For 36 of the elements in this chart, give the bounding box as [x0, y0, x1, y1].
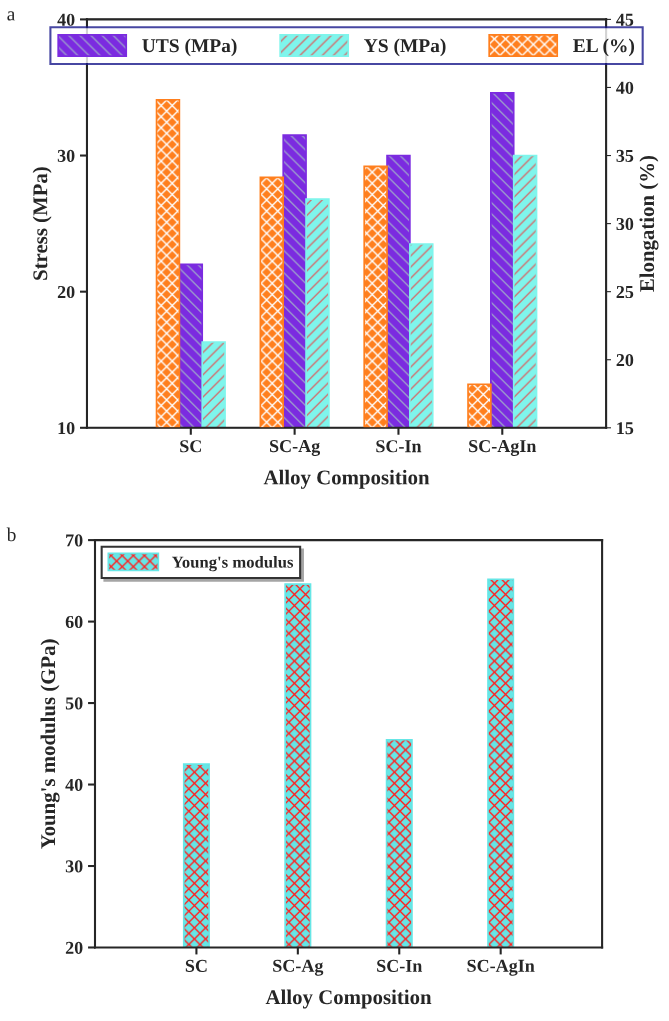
- x-tick-label: SC: [185, 959, 207, 972]
- y-tick-label: 60: [65, 615, 83, 629]
- y-axis-title: Stress (MPa): [32, 167, 52, 280]
- y2-tick-label: 30: [616, 217, 634, 231]
- y2-tick-label: 20: [616, 353, 634, 367]
- x-axis-title: Alloy Composition: [263, 469, 430, 489]
- x-tick-label: SC-AgIn: [469, 440, 537, 456]
- y2-axis-title: Elongation (%): [639, 155, 659, 292]
- text: a: [7, 11, 16, 21]
- y-tick-label: 20: [65, 941, 83, 954]
- y-tick-label: 70: [66, 534, 83, 547]
- x-tick-label: SC-In: [376, 440, 422, 453]
- text: b: [6, 527, 16, 542]
- y-tick-label: 10: [58, 422, 75, 435]
- y-tick-label: 50: [65, 697, 83, 710]
- legend-label: EL (%): [573, 38, 635, 57]
- y-tick-label: 30: [57, 149, 75, 162]
- y2-tick-label: 25: [616, 285, 634, 299]
- y-tick-label: 30: [65, 860, 83, 873]
- y2-tick-label: 15: [617, 422, 634, 435]
- legend-label: Young's modulus: [171, 556, 294, 572]
- y-tick-label: 40: [57, 13, 75, 26]
- y2-tick-label: 40: [616, 81, 634, 94]
- legend-label: YS (MPa): [364, 38, 446, 57]
- y-tick-label: 40: [65, 778, 83, 791]
- x-axis-title: Alloy Composition: [265, 989, 432, 1009]
- y-tick-label: 20: [57, 285, 75, 299]
- y2-tick-label: 45: [616, 13, 634, 26]
- x-tick-label: SC-Ag: [270, 440, 321, 456]
- y2-tick-label: 35: [616, 149, 634, 162]
- y-axis-title: Young's modulus (GPa): [40, 639, 60, 849]
- x-tick-label: SC-In: [377, 959, 423, 972]
- x-tick-label: SC: [180, 440, 201, 453]
- x-tick-label: SC-Ag: [273, 959, 324, 976]
- legend-label: UTS (MPa): [142, 38, 237, 57]
- x-tick-label: SC-AgIn: [467, 959, 535, 976]
